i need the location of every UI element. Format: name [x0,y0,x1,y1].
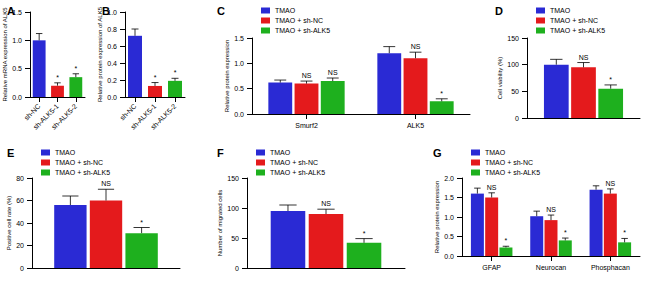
svg-text:*: * [363,230,366,237]
svg-text:0.0: 0.0 [444,253,454,260]
svg-text:0.5: 0.5 [234,85,244,92]
svg-text:0.0: 0.0 [12,94,22,101]
svg-text:ALK5: ALK5 [407,122,424,129]
svg-text:0.5: 0.5 [12,65,22,72]
svg-text:1.0: 1.0 [107,8,117,16]
svg-text:150: 150 [227,175,239,182]
svg-text:Cell viability (%): Cell viability (%) [497,57,503,100]
svg-text:TMAO: TMAO [270,149,291,156]
svg-text:0: 0 [515,115,519,122]
svg-text:sh-NC: sh-NC [119,103,138,122]
svg-text:B: B [102,5,110,17]
svg-text:80: 80 [16,175,24,182]
svg-text:40: 40 [16,220,24,227]
svg-text:TMAO + sh-NC: TMAO + sh-NC [550,17,598,24]
svg-text:GFAP: GFAP [482,264,501,271]
svg-text:NS: NS [546,206,556,213]
svg-text:Number of migrated cells: Number of migrated cells [217,190,223,257]
svg-text:0.0: 0.0 [107,94,117,101]
svg-text:1.5: 1.5 [234,35,244,42]
svg-text:TMAO: TMAO [550,7,571,14]
svg-text:sh-ALK5-1: sh-ALK5-1 [31,102,60,131]
svg-text:*: * [623,229,626,236]
svg-text:1.0: 1.0 [234,60,244,67]
svg-text:NS: NS [302,72,312,79]
svg-text:150: 150 [507,35,519,42]
svg-text:Relative protein expression of: Relative protein expression of ALK5 [97,6,103,102]
svg-text:1.0: 1.0 [444,214,454,221]
svg-text:100: 100 [507,61,519,68]
svg-text:1.5: 1.5 [12,8,22,16]
svg-text:TMAO + sh-ALK5: TMAO + sh-ALK5 [275,27,330,34]
svg-text:0.4: 0.4 [107,60,117,67]
svg-text:*: * [154,74,157,81]
svg-text:NS: NS [328,69,338,76]
svg-text:NS: NS [411,43,421,50]
svg-text:*: * [505,237,508,244]
svg-text:60: 60 [16,197,24,204]
svg-text:0.6: 0.6 [107,43,117,50]
svg-text:*: * [174,69,177,76]
svg-text:TMAO + sh-NC: TMAO + sh-NC [275,17,323,24]
svg-text:NS: NS [605,180,615,187]
svg-text:F: F [217,147,224,159]
svg-text:E: E [7,147,14,159]
svg-text:NS: NS [487,184,497,191]
svg-text:TMAO: TMAO [485,149,506,156]
svg-text:100: 100 [227,205,239,212]
svg-text:*: * [56,74,59,81]
svg-text:sh-ALK5-1: sh-ALK5-1 [129,102,158,131]
svg-text:20: 20 [16,242,24,249]
svg-text:TMAO + sh-ALK5: TMAO + sh-ALK5 [550,27,605,34]
svg-text:0.2: 0.2 [107,77,117,84]
svg-text:A: A [7,5,15,17]
svg-text:TMAO + sh-NC: TMAO + sh-NC [270,159,318,166]
svg-text:sh-ALK5-2: sh-ALK5-2 [149,102,177,130]
svg-text:TMAO + sh-NC: TMAO + sh-NC [485,159,533,166]
svg-text:0: 0 [20,265,24,272]
svg-text:Phosphacan: Phosphacan [591,264,630,272]
svg-text:50: 50 [511,88,519,95]
svg-text:D: D [495,5,503,17]
svg-text:*: * [564,229,567,236]
svg-text:TMAO + sh-ALK5: TMAO + sh-ALK5 [55,169,110,176]
svg-text:0.8: 0.8 [107,26,117,33]
svg-text:Positive cell rate (%): Positive cell rate (%) [6,196,12,251]
svg-text:TMAO: TMAO [275,7,296,14]
svg-text:0.0: 0.0 [234,111,244,118]
svg-text:sh-NC: sh-NC [22,102,42,122]
svg-text:sh-ALK5-2: sh-ALK5-2 [50,102,78,130]
svg-text:G: G [433,147,442,159]
svg-text:TMAO + sh-ALK5: TMAO + sh-ALK5 [270,169,325,176]
svg-text:Relative protein expression: Relative protein expression [224,40,230,112]
svg-text:1.0: 1.0 [12,37,22,44]
svg-text:Relative mRNA expression of AL: Relative mRNA expression of ALK5 [2,7,8,102]
svg-text:NS: NS [321,200,331,207]
svg-text:50: 50 [231,235,239,242]
svg-text:*: * [609,76,612,83]
svg-text:C: C [217,5,225,17]
svg-text:2.0: 2.0 [444,175,454,182]
svg-text:NS: NS [101,180,111,187]
svg-text:NS: NS [579,54,589,61]
svg-text:*: * [140,219,143,226]
svg-text:0.5: 0.5 [444,233,454,240]
svg-text:*: * [74,65,77,72]
svg-text:*: * [440,90,443,97]
svg-text:1.5: 1.5 [444,194,454,201]
svg-text:Relative protein expression: Relative protein expression [434,181,440,253]
svg-text:TMAO + sh-ALK5: TMAO + sh-ALK5 [485,169,540,176]
svg-text:TMAO + sh-NC: TMAO + sh-NC [55,159,103,166]
svg-text:Smurf2: Smurf2 [295,122,318,129]
svg-text:Neurocan: Neurocan [536,264,566,271]
svg-text:0: 0 [235,265,239,272]
svg-text:TMAO: TMAO [55,149,76,156]
